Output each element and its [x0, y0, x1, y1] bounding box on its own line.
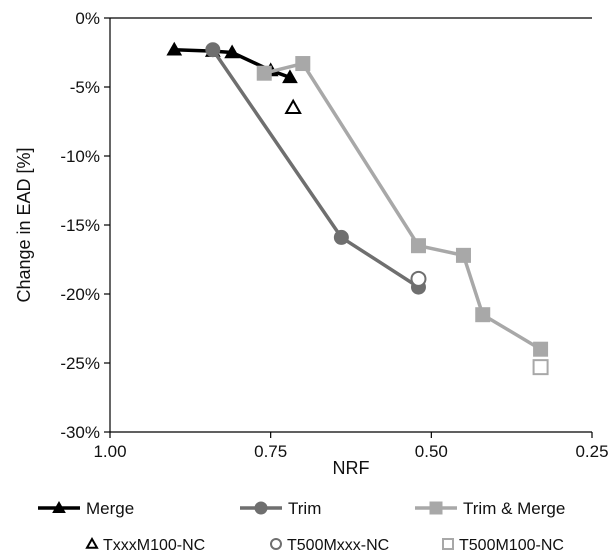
legend-marker-txxxm100-nc [85, 536, 99, 549]
data-point-merge [224, 44, 240, 59]
x-axis-label: NRF [333, 458, 370, 478]
data-point-trim-merge [256, 65, 272, 81]
legend-marker-trim-merge [429, 501, 443, 515]
x-tick-label: 0.50 [415, 442, 448, 461]
y-tick-label: -30% [60, 423, 100, 442]
data-point-trim-merge [295, 56, 311, 72]
extra-points-layer [284, 98, 549, 376]
x-tick-label: 1.00 [93, 442, 126, 461]
y-tick-label: 0% [75, 9, 100, 28]
data-point-trim-merge [475, 307, 491, 323]
y-tick-label: -5% [70, 78, 100, 97]
data-point-trim [333, 229, 349, 245]
legend-label-t500mxxx-nc: T500Mxxx-NC [287, 537, 389, 554]
x-tick-label: 0.75 [254, 442, 287, 461]
legend-marker-t500mxxx-nc [270, 538, 282, 550]
legend-label-merge: Merge [86, 499, 134, 518]
y-tick-label: -15% [60, 216, 100, 235]
y-axis-label: Change in EAD [%] [14, 147, 34, 302]
legend-label-trim-merge: Trim & Merge [463, 499, 565, 518]
y-tick-label: -25% [60, 354, 100, 373]
y-ticks: 0% -5% -10% -15% -20% -25% -30% [60, 9, 110, 442]
legend-marker-t500m100-nc [442, 538, 454, 550]
data-point-t500mxxx-nc [410, 270, 427, 287]
data-point-merge [166, 41, 183, 56]
legend-label-txxxm100-nc: TxxxM100-NC [103, 537, 205, 554]
legend-marker-merge [52, 500, 66, 513]
legend-marker-trim [254, 501, 268, 515]
x-ticks: 1.00 0.75 0.50 0.25 [93, 432, 609, 461]
series-line-trim-merge [263, 61, 542, 351]
chart-axes [109, 17, 592, 433]
data-point-trim-merge [455, 247, 471, 263]
series-layer [166, 41, 549, 357]
data-point-trim-merge [533, 341, 549, 357]
legend: Merge Trim Trim & Merge TxxxM100-NC T500Mxxx… [38, 499, 565, 554]
data-point-t500m100-nc [532, 359, 549, 376]
y-tick-label: -10% [60, 147, 100, 166]
data-point-trim [205, 42, 221, 58]
legend-label-trim: Trim [288, 499, 321, 518]
x-tick-label: 0.25 [575, 442, 608, 461]
data-point-txxxm100-nc [284, 98, 302, 114]
data-point-trim-merge [410, 238, 426, 254]
y-tick-label: -20% [60, 285, 100, 304]
legend-label-t500m100-nc: T500M100-NC [459, 537, 564, 554]
data-point-merge [282, 69, 298, 84]
